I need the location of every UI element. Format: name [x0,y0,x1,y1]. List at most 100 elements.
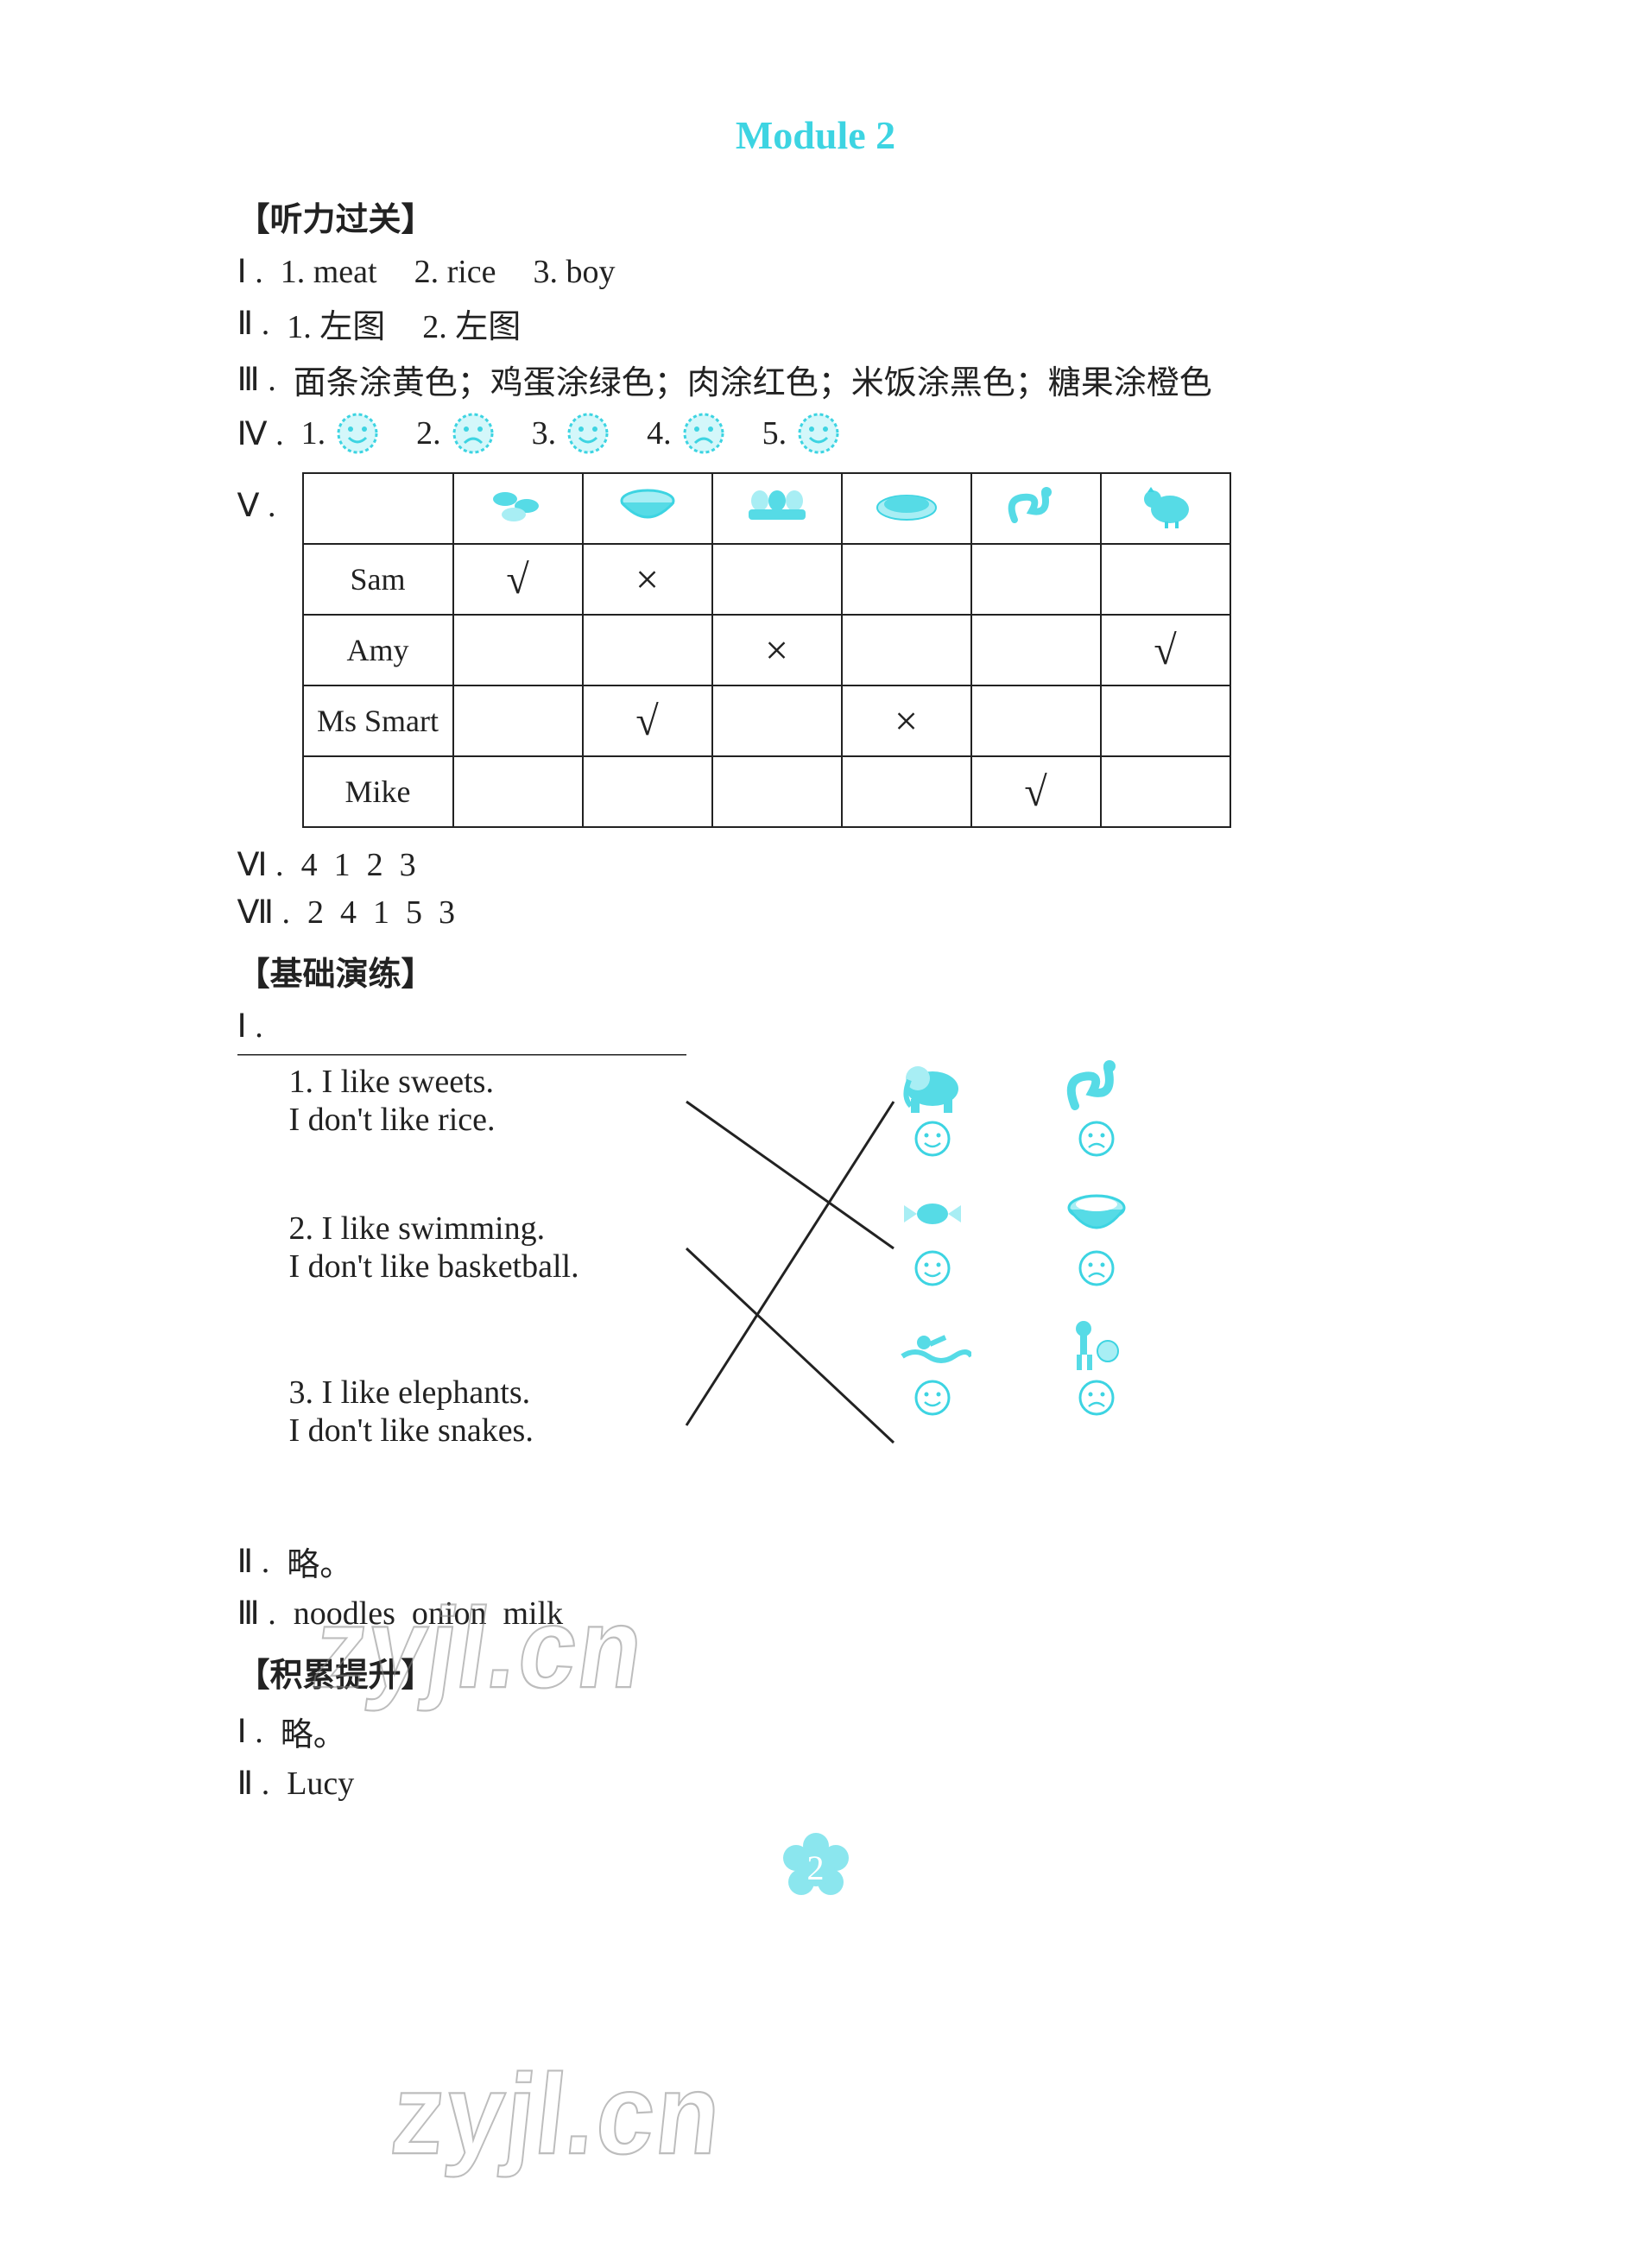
happy-face-icon [336,412,379,455]
iv-num: 1. [301,414,326,452]
accum-2: Ⅱ . Lucy [237,1764,1394,1803]
listening-7: Ⅶ . 2 4 1 5 3 [237,893,1394,932]
match-like: 1. I like sweets. [289,1063,496,1101]
roman-p2: Ⅱ . [237,1542,270,1581]
match-dislike: I don't like snakes. [289,1412,534,1450]
listening-6: Ⅵ . 4 1 2 3 [237,845,1394,884]
match-like: 2. I like swimming. [289,1210,579,1248]
iv-num: 2. [416,414,441,452]
happy-face-icon [566,412,610,455]
table-row: Mike √ [303,756,1230,827]
cell: √ [453,544,583,615]
cell [453,685,583,756]
match-item: 1. I like sweets. I don't like rice. [289,1063,496,1139]
watermark: zyjl.cn [306,1583,653,1714]
cell: × [842,685,971,756]
roman-4: Ⅳ . [237,414,284,453]
cell [453,756,583,827]
page-number-wrap: 2 [237,1829,1394,1906]
page-title: Module 2 [237,112,1394,158]
cell [583,615,712,685]
elephant-icon [894,1054,971,1158]
matching-exercise: 1. I like sweets. I don't like rice. 2. … [237,1054,1394,1529]
cell [971,544,1101,615]
cell [842,615,971,685]
roman-3: Ⅲ . [237,360,276,399]
iv-num: 5. [762,414,787,452]
cell [971,615,1101,685]
p2-text: 略。 [287,1538,352,1585]
cell: × [583,544,712,615]
basketball-icon [1058,1313,1135,1417]
match-pictures [894,1054,1135,1443]
snake-icon [1058,1054,1135,1158]
bowl-icon [583,473,712,544]
roman-7: Ⅶ . [237,893,291,932]
listening-1: Ⅰ . 1. meat 2. rice 3. boy [237,252,1394,291]
listening-3: Ⅲ . 面条涂黄色；鸡蛋涂绿色；肉涂红色；米饭涂黑色；糖果涂橙色 [237,356,1394,403]
cell [842,544,971,615]
accum-1: Ⅰ . 略。 [237,1708,1394,1755]
cell: × [712,615,842,685]
l1-item: 2. rice [414,253,496,291]
iv-num: 3. [532,414,557,452]
happy-face-icon [797,412,840,455]
pair-row [894,1313,1135,1417]
l1-item: 3. boy [534,253,616,291]
cell: √ [1101,615,1230,685]
section-practice: 【基础演练】 [237,947,1394,995]
table-row: Sam √ × [303,544,1230,615]
cell [712,756,842,827]
page-number: 2 [807,1848,825,1888]
page: Module 2 【听力过关】 Ⅰ . 1. meat 2. rice 3. b… [237,112,1394,1906]
candy-icon [894,1184,971,1287]
roman-p3: Ⅲ . [237,1594,276,1633]
meat-icon [842,473,971,544]
cell [1101,544,1230,615]
row-header: Ms Smart [303,685,453,756]
row-header: Amy [303,615,453,685]
iv-num: 4. [647,414,672,452]
l2-item: 2. 左图 [422,300,521,347]
cell [712,685,842,756]
table-row: Ms Smart √ × [303,685,1230,756]
match-dislike: I don't like basketball. [289,1248,579,1286]
l1-item: 1. meat [281,253,377,291]
cell [712,544,842,615]
sad-face-icon [452,412,495,455]
section-listening: 【听力过关】 [237,193,1394,240]
listening-2: Ⅱ . 1. 左图 2. 左图 [237,300,1394,347]
l3-text: 面条涂黄色；鸡蛋涂绿色；肉涂红色；米饭涂黑色；糖果涂橙色 [294,356,1212,403]
cell: √ [971,756,1101,827]
cell [1101,756,1230,827]
roman-6: Ⅵ . [237,845,284,884]
cell: √ [583,685,712,756]
chicken-icon [1101,473,1230,544]
listening-5: Ⅴ . Sam √ × Amy [237,464,1394,837]
pair-row [894,1054,1135,1158]
roman-5: Ⅴ . [237,486,276,525]
page-number-badge: 2 [777,1829,855,1906]
a2-text: Lucy [287,1765,354,1803]
practice-2: Ⅱ . 略。 [237,1538,1394,1585]
table-row: Amy × √ [303,615,1230,685]
roman-2: Ⅱ . [237,304,270,343]
a1-text: 略。 [281,1708,346,1755]
roman-a1: Ⅰ . [237,1712,263,1751]
cell [1101,685,1230,756]
roman-1: Ⅰ . [237,252,263,291]
row-header: Mike [303,756,453,827]
listening-4: Ⅳ . 1. 2. 3. 4. 5. [237,412,1394,455]
candy-icon [453,473,583,544]
cell [583,756,712,827]
sad-face-icon [682,412,725,455]
row-header: Sam [303,544,453,615]
cell [971,685,1101,756]
food-table: Sam √ × Amy × √ Ms Smart √ [302,472,1231,828]
match-dislike: I don't like rice. [289,1101,496,1139]
table-header-row [303,473,1230,544]
match-item: 2. I like swimming. I don't like basketb… [289,1210,579,1286]
snake-icon [971,473,1101,544]
l2-item: 1. 左图 [287,300,385,347]
rice-bowl-icon [1058,1184,1135,1287]
